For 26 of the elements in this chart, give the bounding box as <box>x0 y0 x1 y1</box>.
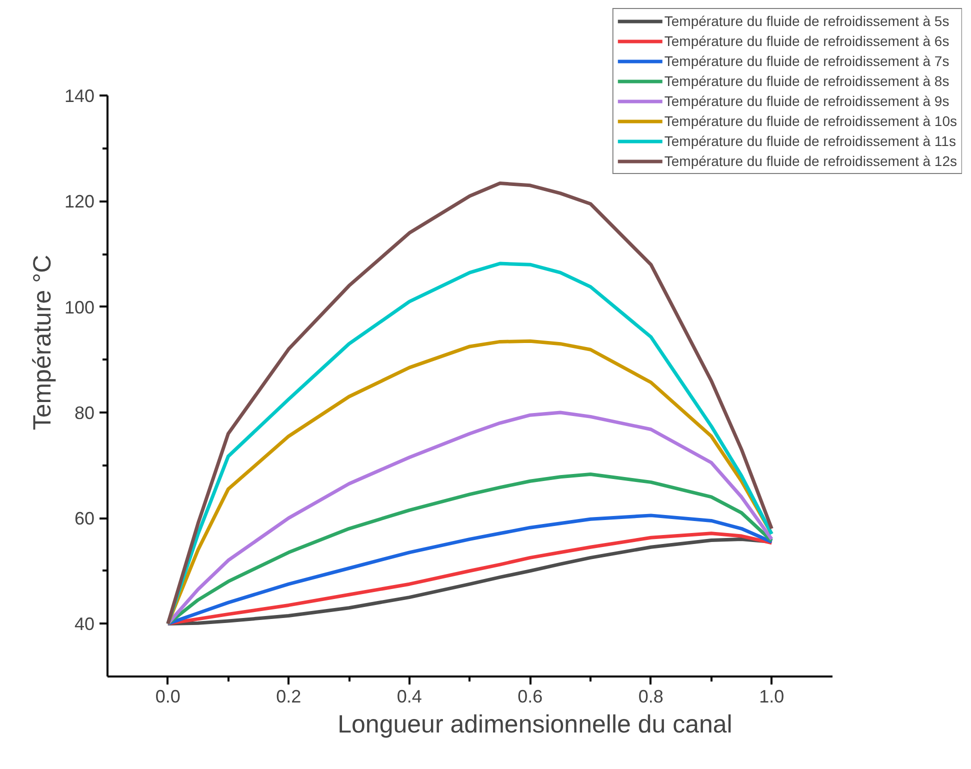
y-axis-title: Température °C <box>28 254 56 430</box>
y-tick-label: 140 <box>64 86 95 106</box>
line-series <box>166 472 774 626</box>
legend-label: Température du fluide de refroidissement à 5s <box>664 13 950 29</box>
x-tick-label: 0.2 <box>276 686 302 706</box>
x-tick-label: 0.4 <box>396 686 422 706</box>
legend-label: Température du fluide de refroidissement à 9s <box>664 93 950 109</box>
x-tick-label: 1.0 <box>759 686 784 706</box>
y-tick-label: 100 <box>64 297 95 318</box>
y-tick-label: 40 <box>74 614 95 634</box>
y-tick-label: 120 <box>64 192 95 212</box>
line-series <box>166 182 774 626</box>
legend-label: Température du fluide de refroidissement à 7s <box>664 53 950 69</box>
line-series <box>166 514 774 626</box>
x-tick-label: 0.0 <box>155 686 180 706</box>
y-tick-label: 80 <box>74 402 95 423</box>
y-tick-label: 60 <box>74 508 95 529</box>
legend-label: Température du fluide de refroidissement à 11s <box>664 133 956 149</box>
legend-label: Température du fluide de refroidissement à 10s <box>664 113 957 129</box>
line-series <box>166 410 774 626</box>
x-tick-label: 0.6 <box>518 686 543 706</box>
legend-label: Température du fluide de refroidissement à 6s <box>664 33 950 49</box>
legend-label: Température du fluide de refroidissement à 12s <box>664 153 957 169</box>
x-tick-label: 0.8 <box>638 686 664 706</box>
x-axis-title: Longueur adimensionnelle du canal <box>338 710 732 738</box>
legend-label: Température du fluide de refroidissement à 8s <box>664 73 950 89</box>
